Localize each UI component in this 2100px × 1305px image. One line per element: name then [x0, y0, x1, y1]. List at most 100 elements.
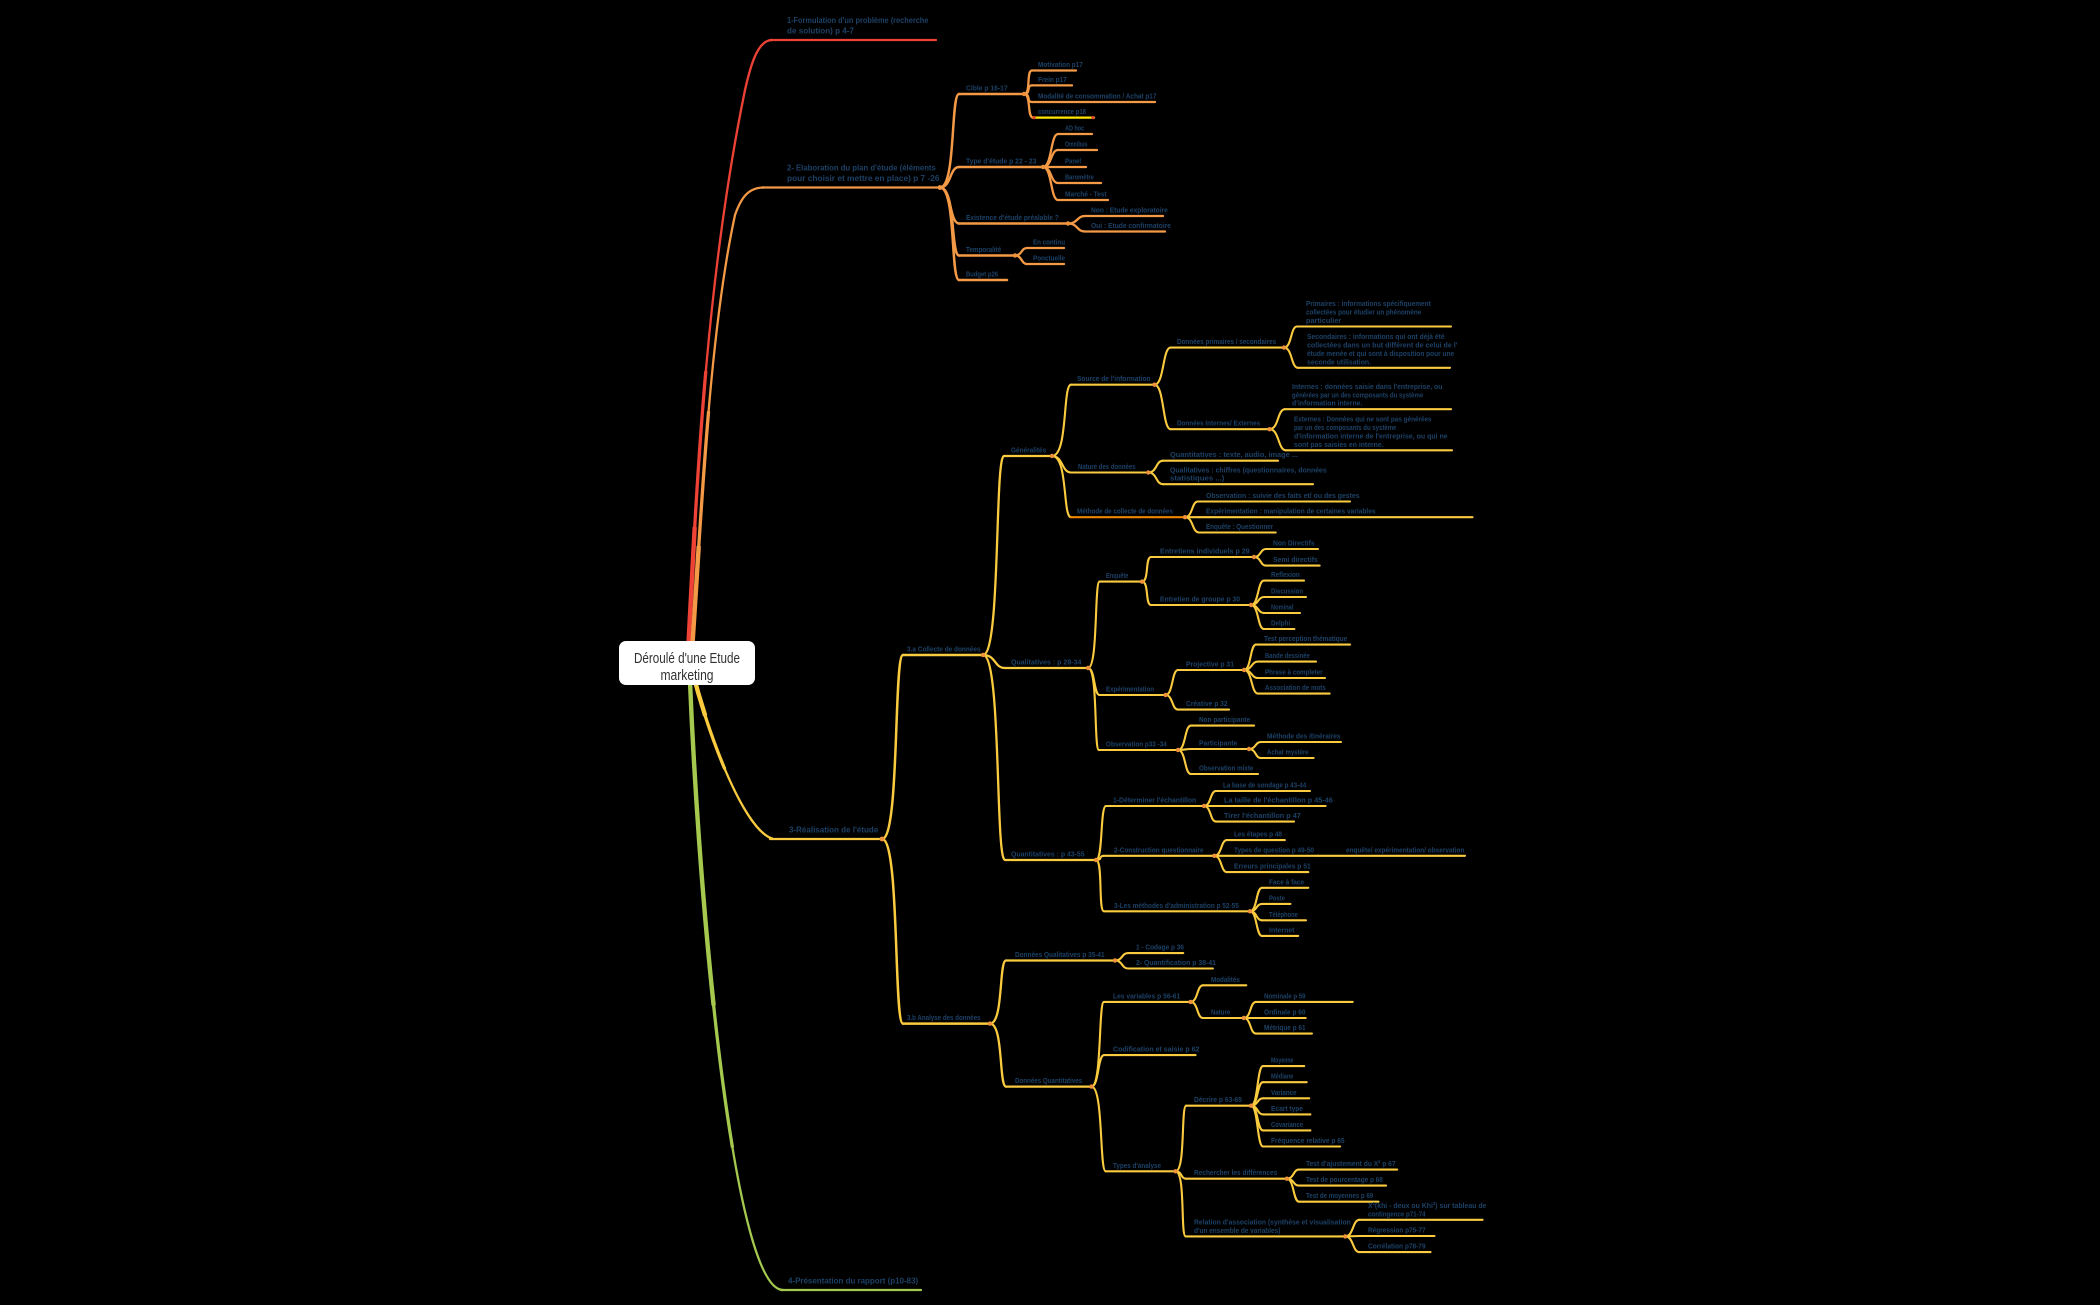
svg-text:2- Quantification p 38-41: 2- Quantification p 38-41: [1136, 958, 1217, 967]
svg-text:Métrique p 61: Métrique p 61: [1264, 1023, 1306, 1032]
svg-text:Test de moyennes p 69: Test de moyennes p 69: [1306, 1191, 1373, 1200]
svg-text:Internes : données saisie dans: Internes : données saisie dans l'entrepr…: [1292, 382, 1443, 391]
svg-text:Expérimentation : manipulation: Expérimentation : manipulation de certai…: [1206, 507, 1376, 516]
svg-text:Temporalité: Temporalité: [966, 245, 1002, 254]
svg-text:3-Réalisation de l'étude: 3-Réalisation de l'étude: [789, 825, 878, 835]
svg-text:Budget p26: Budget p26: [966, 270, 998, 279]
svg-text:Qualitatives : chiffres (ques: Qualitatives : chiffres (questionnaires,…: [1170, 465, 1327, 474]
svg-text:Créative p 32: Créative p 32: [1186, 699, 1228, 708]
svg-text:d'un ensemble de variables): d'un ensemble de variables): [1194, 1226, 1281, 1235]
svg-text:Types de question p 49-50: Types de question p 49-50: [1234, 845, 1314, 854]
svg-text:Covariance: Covariance: [1271, 1120, 1304, 1129]
svg-text:1-Formulation d'un problème (r: 1-Formulation d'un problème (recherche: [787, 15, 929, 25]
svg-text:concurrence p18: concurrence p18: [1038, 107, 1087, 116]
svg-text:Moyenne: Moyenne: [1271, 1056, 1294, 1065]
svg-text:collectées dans un but différe: collectées dans un but différent de celu…: [1307, 341, 1458, 350]
svg-text:Test de pourcentage p 68: Test de pourcentage p 68: [1306, 1175, 1383, 1184]
svg-text:Modalités: Modalités: [1211, 975, 1240, 984]
svg-text:Omnibus: Omnibus: [1065, 140, 1087, 149]
svg-text:Données Quantitatives: Données Quantitatives: [1015, 1076, 1082, 1085]
svg-text:Externes : Données qui ne sont: Externes : Données qui ne sont pas génér…: [1294, 415, 1432, 424]
svg-text:Non Directifs: Non Directifs: [1273, 539, 1315, 548]
svg-text:Discussion: Discussion: [1271, 587, 1303, 596]
svg-text:Non : Etude exploratoire: Non : Etude exploratoire: [1091, 206, 1168, 215]
svg-text:seconde utilisation.: seconde utilisation.: [1307, 357, 1371, 366]
svg-text:contingence p71-74: contingence p71-74: [1368, 1209, 1426, 1218]
svg-text:Les étapes p 48: Les étapes p 48: [1234, 830, 1283, 839]
svg-text:En continu: En continu: [1033, 238, 1065, 247]
svg-text:X²(khi - deux ou Khi²) sur tab: X²(khi - deux ou Khi²) sur tableau de: [1368, 1201, 1487, 1210]
svg-text:La taille de l'échantillon p 4: La taille de l'échantillon p 45-46: [1224, 796, 1333, 805]
svg-text:collectées pour étudier un phé: collectées pour étudier un phénomène: [1306, 308, 1422, 317]
svg-text:Phrase à completer: Phrase à completer: [1265, 668, 1323, 677]
svg-text:Marché - Test: Marché - Test: [1065, 190, 1107, 199]
svg-text:Rechercher les différences: Rechercher les différences: [1194, 1168, 1277, 1177]
svg-text:Méthode de collecte de données: Méthode de collecte de données: [1077, 507, 1173, 516]
svg-text:Données Internes/ Externes: Données Internes/ Externes: [1177, 419, 1260, 428]
svg-text:Ecart type: Ecart type: [1271, 1104, 1304, 1113]
svg-text:Codification et saisie p 62: Codification et saisie p 62: [1113, 1045, 1199, 1054]
svg-text:Enquête : Questionner: Enquête : Questionner: [1206, 522, 1273, 531]
svg-text:Décrire p 63-65: Décrire p 63-65: [1194, 1095, 1243, 1104]
svg-text:Type d'étude p 22 - 23: Type d'étude p 22 - 23: [966, 157, 1036, 166]
svg-text:Oui : Etude confirmatoire: Oui : Etude confirmatoire: [1091, 221, 1172, 230]
svg-text:Projective p 31: Projective p 31: [1186, 660, 1235, 669]
svg-text:Données Qualitatives p 35-41: Données Qualitatives p 35-41: [1015, 950, 1105, 959]
svg-text:Tirer l'échantillon p 47: Tirer l'échantillon p 47: [1224, 811, 1301, 820]
svg-text:Nominal: Nominal: [1271, 603, 1293, 612]
svg-text:Observation mixte: Observation mixte: [1199, 764, 1254, 773]
svg-text:Fréquence relative p 65: Fréquence relative p 65: [1271, 1136, 1345, 1145]
svg-text:Variance: Variance: [1271, 1088, 1297, 1097]
svg-text:Ordinale p 60: Ordinale p 60: [1264, 1008, 1306, 1017]
svg-text:d'information interne de l'ent: d'information interne de l'entreprise, o…: [1294, 431, 1448, 440]
svg-text:Baromètre: Baromètre: [1065, 173, 1094, 182]
svg-text:Régression p75-77: Régression p75-77: [1368, 1226, 1426, 1235]
svg-text:3-Les méthodes d'administratio: 3-Les méthodes d'administration p 52-55: [1114, 901, 1239, 910]
svg-text:Semi directifs: Semi directifs: [1273, 555, 1318, 564]
svg-text:Quantitatives : texte, audio,: Quantitatives : texte, audio, image ...: [1170, 450, 1298, 459]
svg-text:2- Elaboration du plan d'étude: 2- Elaboration du plan d'étude (éléments: [787, 162, 936, 172]
svg-text:Poste: Poste: [1269, 893, 1286, 902]
svg-text:Nature des données: Nature des données: [1078, 462, 1136, 471]
svg-text:Motivation p17: Motivation p17: [1038, 60, 1083, 69]
svg-text:Panel: Panel: [1065, 157, 1081, 166]
svg-text:Association de mots: Association de mots: [1265, 683, 1326, 692]
svg-text:Déroulé d'une Etude: Déroulé d'une Etude: [634, 651, 740, 667]
svg-text:Internet: Internet: [1269, 925, 1295, 934]
svg-text:statistiques ...): statistiques ...): [1170, 474, 1225, 483]
svg-text:Erreurs principales p 51: Erreurs principales p 51: [1234, 862, 1311, 871]
svg-text:2-Construction questionnaire: 2-Construction questionnaire: [1114, 845, 1204, 854]
svg-text:enquête/ expérimentation/ obse: enquête/ expérimentation/ observation: [1346, 845, 1465, 854]
svg-text:Nominale p 59: Nominale p 59: [1264, 991, 1306, 1000]
svg-text:Face à face: Face à face: [1269, 877, 1305, 886]
svg-text:Achat mystère: Achat mystère: [1267, 748, 1309, 757]
svg-text:générées par un des composants: générées par un des composants du systèm…: [1292, 390, 1424, 399]
svg-text:Les variables p 56-61: Les variables p 56-61: [1113, 991, 1181, 1000]
svg-text:Source de l'information: Source de l'information: [1077, 374, 1151, 383]
svg-text:Méthode des itinéraires: Méthode des itinéraires: [1267, 732, 1341, 741]
svg-text:Ponctuelle: Ponctuelle: [1033, 254, 1066, 263]
svg-text:AD hoc: AD hoc: [1065, 124, 1085, 133]
svg-text:étude menée et qui sont à disp: étude menée et qui sont à disposition po…: [1307, 349, 1455, 358]
svg-text:Bande dessinée: Bande dessinée: [1265, 651, 1310, 660]
svg-text:La base de sondage p 43-44: La base de sondage p 43-44: [1223, 781, 1307, 790]
svg-text:3.b Analyse des données: 3.b Analyse des données: [907, 1013, 981, 1022]
svg-text:Reflexion: Reflexion: [1271, 570, 1300, 579]
svg-text:de solution) p 4-7: de solution) p 4-7: [787, 26, 854, 36]
svg-text:Primaires : informations spéci: Primaires : informations spécifiquement: [1306, 299, 1431, 308]
svg-text:Test d'ajustement du X² p 67: Test d'ajustement du X² p 67: [1306, 1159, 1396, 1168]
svg-text:Entretiens individuels p 29: Entretiens individuels p 29: [1160, 547, 1250, 556]
svg-text:sont pas saisies en interne.: sont pas saisies en interne.: [1294, 440, 1384, 449]
svg-text:Observation : suivie des faits: Observation : suivie des faits et/ ou de…: [1206, 491, 1360, 500]
svg-text:Données primaires / secondaire: Données primaires / secondaires: [1177, 337, 1276, 346]
svg-text:Non participante: Non participante: [1199, 715, 1251, 724]
svg-text:Téléphone: Téléphone: [1269, 910, 1298, 919]
svg-text:Existence d'étude préalable ?: Existence d'étude préalable ?: [966, 213, 1059, 222]
svg-text:Quantitatives : p 43-55: Quantitatives : p 43-55: [1011, 850, 1085, 859]
svg-text:par un des composants du systè: par un des composants du système: [1294, 423, 1397, 432]
svg-text:Nature: Nature: [1211, 1008, 1231, 1017]
svg-text:1-Déterminer l'échantillon: 1-Déterminer l'échantillon: [1113, 796, 1196, 805]
svg-text:Test perception thématique: Test perception thématique: [1264, 634, 1348, 643]
svg-text:1 - Codage p 36: 1 - Codage p 36: [1136, 943, 1184, 952]
svg-text:Qualitatives : p 28-34: Qualitatives : p 28-34: [1011, 658, 1082, 667]
